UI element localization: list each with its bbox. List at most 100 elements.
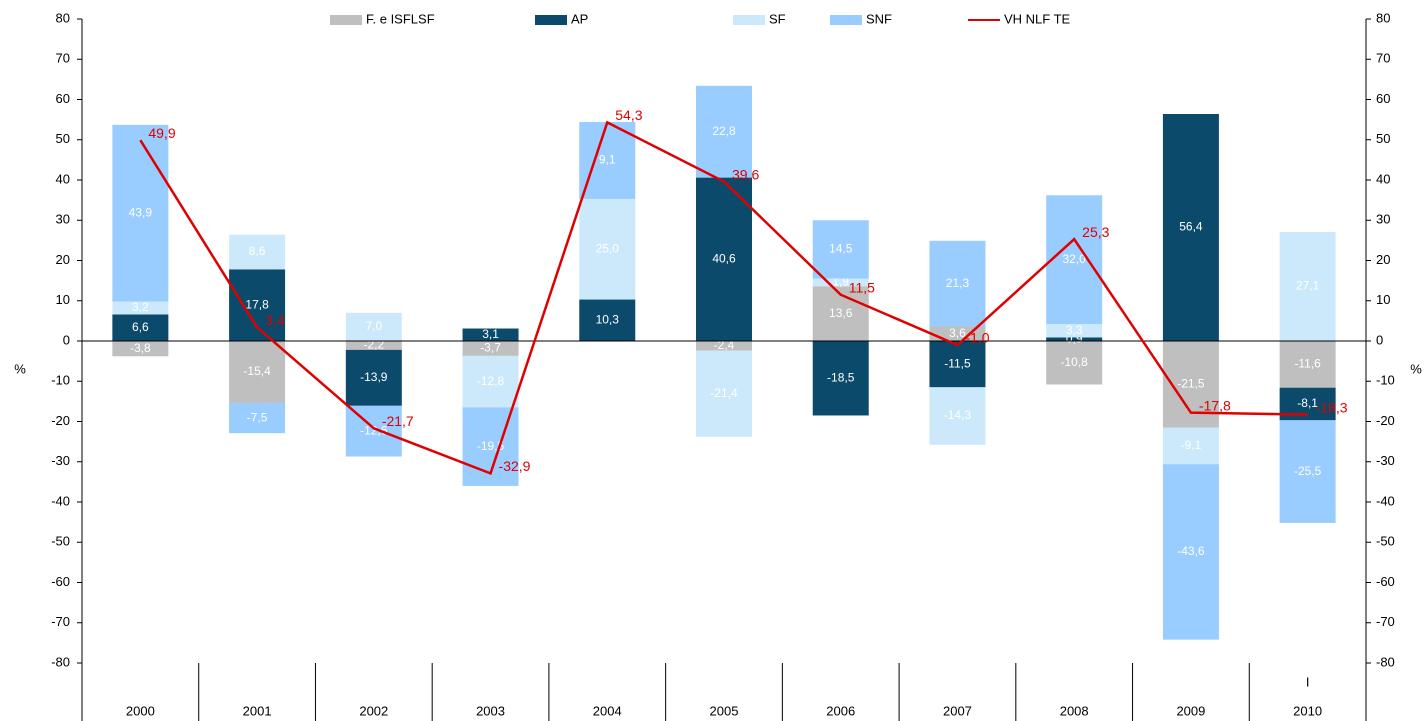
x-tick-label: 2000 <box>126 703 155 718</box>
bar-segment <box>1162 427 1219 465</box>
bar-segment <box>112 124 169 302</box>
y-tick-label: -70 <box>51 614 70 629</box>
bar-segment <box>579 299 636 341</box>
legend-swatch <box>535 15 567 25</box>
x-tick-label: 2009 <box>1176 703 1205 718</box>
y-tick-label: 40 <box>56 171 70 186</box>
y2-tick-label: 80 <box>1376 10 1390 25</box>
bar-segment <box>696 85 752 178</box>
legend-swatch <box>330 15 362 25</box>
bar-value-label: -25,5 <box>1294 464 1322 478</box>
bar-value-label: -43,6 <box>1177 544 1205 558</box>
y-tick-label: 70 <box>56 51 70 66</box>
bar-value-label: -12,8 <box>477 374 505 388</box>
bar-value-label: 13,6 <box>829 306 853 320</box>
y2-tick-label: 60 <box>1376 91 1390 106</box>
bar-segment <box>112 301 169 315</box>
bar-segment <box>345 349 402 406</box>
bar-value-label: 3,2 <box>132 300 149 314</box>
bar-value-label: -21,4 <box>710 386 738 400</box>
bar-value-label: 3,3 <box>1066 323 1083 337</box>
legend-swatch <box>733 15 765 25</box>
y-tick-label: -60 <box>51 574 70 589</box>
bar-segment <box>229 269 286 341</box>
x-tick-label: 2004 <box>593 703 622 718</box>
bar-segment <box>229 234 286 270</box>
bar-segment <box>1162 113 1219 342</box>
line-value-label: 49,9 <box>148 125 175 141</box>
y2-tick-label: -20 <box>1376 413 1395 428</box>
bar-value-label: 17,8 <box>245 297 269 311</box>
bar-value-label: -14,3 <box>944 408 972 422</box>
bar-value-label: 43,9 <box>129 205 153 219</box>
y2-tick-label: -10 <box>1376 373 1395 388</box>
y2-tick-label: 40 <box>1376 171 1390 186</box>
bar-segment <box>696 350 752 437</box>
bar-value-label: -21,5 <box>1177 376 1205 390</box>
y2-tick-label: 20 <box>1376 252 1390 267</box>
y-axis-label: % <box>14 361 26 376</box>
legend-swatch <box>830 15 862 25</box>
y2-tick-label: 70 <box>1376 51 1390 66</box>
y-tick-label: -10 <box>51 373 70 388</box>
bar-segment <box>696 177 752 341</box>
bar-segment <box>579 198 636 300</box>
y-tick-label: 30 <box>56 212 70 227</box>
bar-value-label: -8,1 <box>1297 396 1318 410</box>
y-tick-label: 20 <box>56 252 70 267</box>
bar-value-label: -2,4 <box>714 338 735 352</box>
bar-value-label: -3,7 <box>480 341 501 355</box>
bar-segment <box>812 278 869 287</box>
x-tick-label: 2005 <box>710 703 739 718</box>
bar-value-label: 22,8 <box>712 124 736 138</box>
y2-tick-label: 10 <box>1376 292 1390 307</box>
x-tick-label: 2001 <box>243 703 272 718</box>
y-tick-label: 0 <box>63 332 70 347</box>
bar-value-label: 40,6 <box>712 251 736 265</box>
bar-value-label: -3,8 <box>130 341 151 355</box>
line-value-label: 25,3 <box>1082 224 1109 240</box>
bar-segment <box>929 387 986 445</box>
bar-value-label: -9,1 <box>1181 438 1202 452</box>
bar-segment <box>1279 420 1336 523</box>
bar-value-label: -11,6 <box>1294 357 1321 371</box>
bar-value-label: -15,4 <box>243 364 271 378</box>
x-tick-label: 2002 <box>359 703 388 718</box>
bar-segment <box>229 341 286 403</box>
bar-value-label: 32,0 <box>1063 252 1087 266</box>
bar-value-label: 14,5 <box>829 242 853 256</box>
bar-value-label: -7,5 <box>247 410 268 424</box>
y2-tick-label: 0 <box>1376 332 1383 347</box>
bar-value-label: 8,6 <box>249 244 266 258</box>
line-value-label: -32,9 <box>499 458 531 474</box>
legend-label: VH NLF TE <box>1004 11 1071 26</box>
bar-segment <box>1046 195 1103 325</box>
x-tick-label: 2003 <box>476 703 505 718</box>
bar-segment <box>1046 337 1103 341</box>
bar-segment <box>462 341 519 356</box>
bar-segment <box>929 341 986 388</box>
bar-segment <box>1279 341 1336 388</box>
bar-segment <box>812 341 869 416</box>
line-value-label: -1,0 <box>965 330 989 346</box>
line-value-label: -21,7 <box>382 413 414 429</box>
y2-axis-label: % <box>1410 361 1422 376</box>
legend-label: F. e ISFLSF <box>366 11 435 26</box>
x-tick-label: 2010 <box>1293 703 1322 718</box>
y-tick-label: -50 <box>51 534 70 549</box>
bar-value-label: 27,1 <box>1296 279 1320 293</box>
bar-segment <box>579 122 636 199</box>
y2-tick-label: -80 <box>1376 654 1395 669</box>
bar-segment <box>929 326 986 341</box>
line-series <box>139 120 1308 476</box>
y2-tick-label: -30 <box>1376 453 1395 468</box>
bar-value-label: 3,1 <box>482 327 499 341</box>
bar-segment <box>812 220 869 279</box>
bar-segment <box>1046 324 1103 338</box>
line-value-label: -17,8 <box>1199 397 1231 413</box>
legend-label: AP <box>571 11 588 26</box>
legend-label: SF <box>769 11 786 26</box>
bar-segment <box>112 314 169 341</box>
bar-value-label: -18,5 <box>827 370 855 384</box>
line-value-label: 39,6 <box>732 166 759 182</box>
